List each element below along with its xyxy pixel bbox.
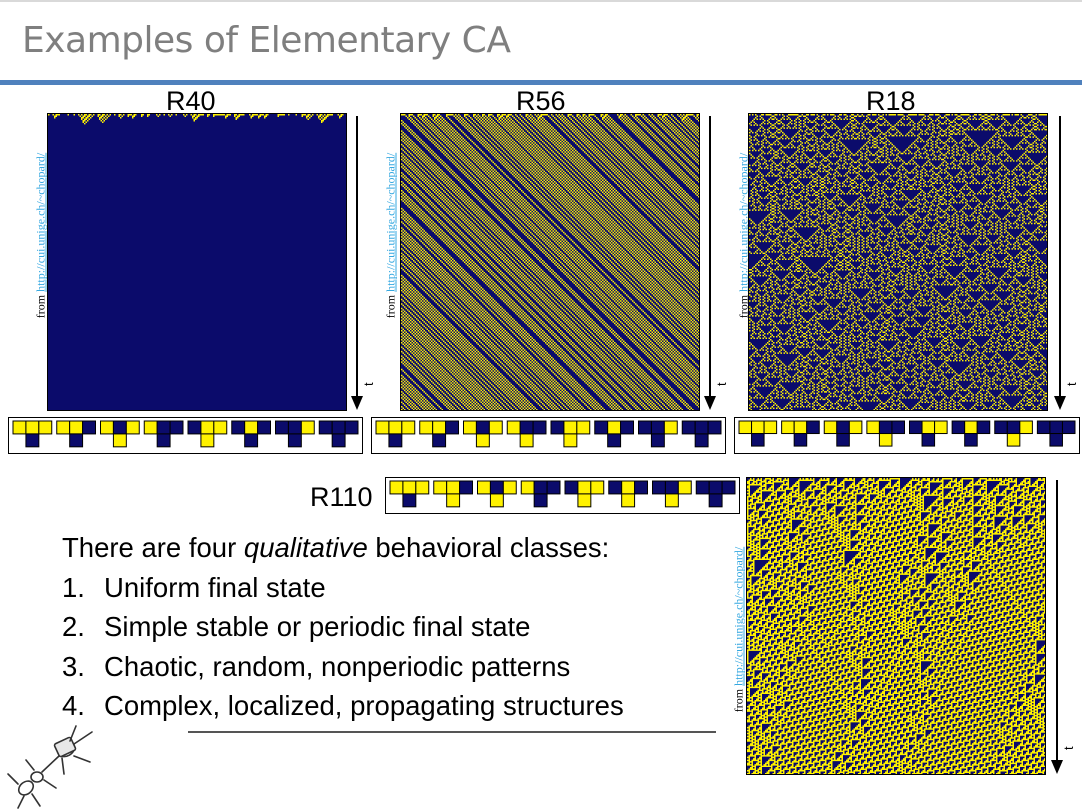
ca-cells <box>48 114 344 125</box>
ca-cells <box>749 114 1047 410</box>
rule-icon <box>433 480 474 508</box>
rule-icon <box>652 480 692 508</box>
class-item-2: 2. Simple stable or periodic final state <box>62 607 624 647</box>
class-text: Uniform final state <box>104 571 326 603</box>
classes-intro: There are four qualitative behavioral cl… <box>62 528 624 568</box>
rule-icon <box>506 420 547 448</box>
rule-icon <box>994 420 1033 447</box>
rule-icon <box>56 420 97 448</box>
credit-prefix: from <box>731 685 746 713</box>
credit-link[interactable]: http://cui.unige.ch/~chopard/ <box>731 546 746 686</box>
class-text: Simple stable or periodic final state <box>104 611 531 642</box>
time-axis-label: t <box>1064 382 1079 386</box>
top-border <box>0 0 1082 2</box>
rule-icon <box>100 420 140 448</box>
rule-table-r18 <box>734 417 1080 454</box>
rule-label-r40: R40 <box>166 86 216 116</box>
source-credit-r110: from http://cui.unige.ch/~chopard/ <box>732 490 747 770</box>
slide-title: Examples of Elementary CA <box>22 20 511 61</box>
intro-suffix: behavioral classes: <box>367 532 610 563</box>
rule-icon <box>143 420 184 448</box>
ca-cells <box>747 478 1045 774</box>
rule-label-r56: R56 <box>516 86 566 116</box>
rule-icon <box>520 480 561 508</box>
rule-icon <box>389 480 430 508</box>
rule-icon <box>275 420 315 448</box>
rule-icon <box>12 420 53 448</box>
class-text: Complex, localized, propagating structur… <box>104 690 624 721</box>
rule-icon <box>564 480 605 508</box>
rule-table-r40 <box>8 417 363 454</box>
intro-emphasis: qualitative <box>243 532 368 563</box>
source-credit-r56: from http://cui.unige.ch/~chopard/ <box>384 96 399 376</box>
rule-icon <box>375 420 416 448</box>
time-axis-arrow-r56: t <box>704 116 726 410</box>
time-axis-label: t <box>1061 746 1076 750</box>
rule-icon <box>681 420 722 448</box>
rule-icon <box>463 420 503 448</box>
class-number: 1. <box>62 571 85 603</box>
rule-label-r110: R110 <box>310 482 373 512</box>
classes-text: There are four qualitative behavioral cl… <box>62 528 624 726</box>
rule-icon <box>1036 420 1076 447</box>
rule-icon <box>738 420 778 447</box>
rule-icon <box>318 420 359 448</box>
rule-table-r110 <box>385 477 740 514</box>
credit-link[interactable]: http://cui.unige.ch/~chopard/ <box>33 152 48 292</box>
class-number: 4. <box>62 690 85 721</box>
class-item-1: 1. Uniform final state <box>62 568 624 608</box>
rule-icon <box>594 420 634 448</box>
text-underline-rule <box>188 731 716 733</box>
rule-icon <box>608 480 648 508</box>
rule-icon <box>951 420 991 447</box>
rule-icon <box>866 420 905 447</box>
time-axis-arrow-r18: t <box>1054 116 1079 410</box>
time-axis-arrow-r40: t <box>351 116 373 410</box>
ca-pattern-r56 <box>400 113 700 411</box>
class-number: 3. <box>62 650 85 682</box>
ca-pattern-r18 <box>748 113 1048 411</box>
rule-icon <box>187 420 228 448</box>
time-axis-label: t <box>361 382 373 386</box>
ca-pattern-r40 <box>47 113 347 411</box>
credit-prefix: from <box>383 291 398 319</box>
rule-table-r56 <box>371 417 726 454</box>
class-text: Chaotic, random, nonperiodic patterns <box>104 650 571 682</box>
rule-icon <box>823 420 863 447</box>
rule-icon <box>231 420 271 448</box>
rule-icon <box>909 420 948 447</box>
rule-label-r18: R18 <box>866 86 916 116</box>
ca-pattern-r110 <box>746 477 1046 775</box>
time-axis-arrow-r110: t <box>1051 480 1076 774</box>
credit-link[interactable]: http://cui.unige.ch/~chopard/ <box>383 152 398 292</box>
rule-icon <box>477 480 517 508</box>
credit-prefix: from <box>33 291 48 319</box>
class-number: 2. <box>62 611 85 642</box>
rule-icon <box>550 420 591 448</box>
title-underline <box>0 80 1082 85</box>
ant-logo-icon <box>7 725 93 809</box>
ca-cells <box>401 114 699 410</box>
rule-icon <box>695 480 736 508</box>
rule-icon <box>781 420 820 447</box>
class-item-4: 4. Complex, localized, propagating struct… <box>62 686 624 726</box>
class-item-3: 3. Chaotic, random, nonperiodic patterns <box>62 647 624 687</box>
time-axis-label: t <box>714 382 726 386</box>
rule-icon <box>638 420 678 448</box>
rule-icon <box>419 420 460 448</box>
intro-prefix: There are four <box>62 532 244 563</box>
